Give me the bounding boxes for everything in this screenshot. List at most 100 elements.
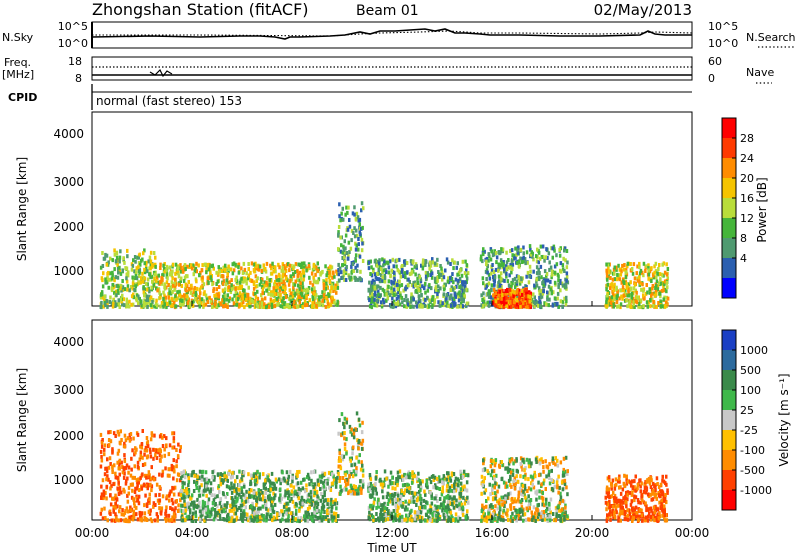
range-gate-cell: [376, 500, 380, 505]
range-gate-cell: [462, 297, 465, 302]
range-gate-cell: [452, 472, 456, 476]
range-gate-cell: [135, 296, 138, 301]
range-gate-cell: [130, 294, 134, 299]
range-gate-cell: [347, 491, 350, 496]
range-gate-cell: [269, 514, 272, 519]
range-gate-cell: [605, 268, 608, 273]
range-gate-cell: [348, 474, 351, 478]
range-gate-cell: [197, 503, 200, 508]
range-gate-cell: [240, 513, 243, 518]
range-gate-cell: [211, 470, 214, 475]
range-gate-cell: [205, 484, 208, 489]
range-gate-cell: [196, 474, 199, 479]
range-gate-cell: [337, 472, 340, 476]
range-gate-cell: [154, 270, 157, 275]
range-gate-cell: [273, 486, 276, 491]
range-gate-cell: [459, 268, 462, 273]
range-gate-cell: [249, 270, 252, 275]
range-gate-cell: [350, 491, 353, 496]
range-gate-cell: [448, 501, 452, 506]
range-gate-cell: [625, 272, 629, 277]
range-gate-cell: [543, 301, 546, 306]
range-gate-cell: [540, 275, 543, 280]
range-gate-cell: [155, 298, 158, 303]
range-gate-cell: [542, 282, 545, 287]
range-gate-cell: [462, 291, 465, 296]
range-gate-cell: [530, 302, 533, 307]
range-gate-cell: [398, 497, 402, 502]
range-gate-cell: [339, 491, 342, 496]
range-gate-cell: [333, 274, 336, 279]
range-gate-cell: [273, 292, 277, 296]
range-gate-cell: [550, 272, 554, 277]
range-gate-cell: [311, 518, 314, 523]
range-gate-cell: [638, 261, 641, 266]
range-gate-cell: [339, 484, 342, 489]
range-gate-cell: [655, 279, 659, 284]
range-gate-cell: [538, 299, 542, 304]
range-gate-cell: [325, 480, 328, 485]
range-gate-cell: [344, 246, 347, 251]
range-gate-cell: [492, 301, 496, 306]
range-gate-cell: [392, 299, 396, 304]
range-gate-cell: [458, 276, 462, 281]
range-gate-cell: [112, 431, 116, 436]
range-gate-cell: [418, 274, 422, 279]
range-gate-cell: [107, 443, 111, 448]
range-gate-cell: [621, 296, 624, 301]
range-gate-cell: [181, 480, 184, 485]
range-gate-cell: [270, 503, 273, 508]
range-gate-cell: [277, 294, 281, 299]
power-colorbar-swatch: [722, 258, 736, 279]
range-gate-cell: [146, 282, 149, 287]
range-gate-cell: [438, 272, 441, 277]
range-gate-cell: [559, 278, 562, 283]
range-gate-cell: [392, 280, 396, 285]
range-gate-cell: [140, 276, 143, 281]
range-gate-cell: [240, 503, 244, 508]
range-gate-cell: [136, 517, 140, 522]
range-gate-cell: [282, 296, 285, 301]
range-gate-cell: [460, 273, 464, 278]
range-gate-cell: [609, 283, 612, 288]
range-gate-cell: [287, 474, 291, 479]
range-gate-cell: [170, 497, 174, 502]
range-gate-cell: [352, 435, 356, 440]
power-data-layer: [99, 201, 670, 310]
range-gate-cell: [123, 518, 126, 523]
range-gate-cell: [441, 277, 444, 282]
range-gate-cell: [397, 269, 401, 274]
range-gate-cell: [640, 287, 643, 292]
range-gate-cell: [301, 302, 305, 307]
range-gate-cell: [309, 280, 312, 285]
range-gate-cell: [374, 275, 378, 280]
range-gate-cell: [340, 211, 343, 216]
range-gate-cell: [230, 518, 233, 523]
range-gate-cell: [348, 250, 351, 254]
range-gate-cell: [664, 300, 668, 305]
range-gate-cell: [224, 304, 228, 309]
range-gate-cell: [348, 470, 352, 474]
range-gate-cell: [350, 472, 353, 476]
range-gate-cell: [227, 512, 230, 517]
range-gate-cell: [123, 441, 126, 446]
range-gate-cell: [354, 253, 358, 258]
range-gate-cell: [185, 502, 189, 507]
range-gate-cell: [296, 518, 299, 523]
range-gate-cell: [508, 287, 512, 292]
range-gate-cell: [427, 515, 430, 520]
range-gate-cell: [564, 284, 568, 289]
range-gate-cell: [373, 285, 376, 290]
range-gate-cell: [240, 266, 243, 271]
range-gate-cell: [382, 300, 386, 305]
range-gate-cell: [431, 260, 434, 265]
range-gate-cell: [139, 513, 142, 518]
range-gate-cell: [430, 496, 433, 501]
range-gate-cell: [497, 293, 500, 298]
range-gate-cell: [260, 293, 263, 298]
range-gate-cell: [222, 492, 225, 497]
range-gate-cell: [329, 488, 333, 492]
range-gate-cell: [116, 302, 119, 307]
range-gate-cell: [251, 501, 254, 506]
range-gate-cell: [173, 469, 176, 474]
